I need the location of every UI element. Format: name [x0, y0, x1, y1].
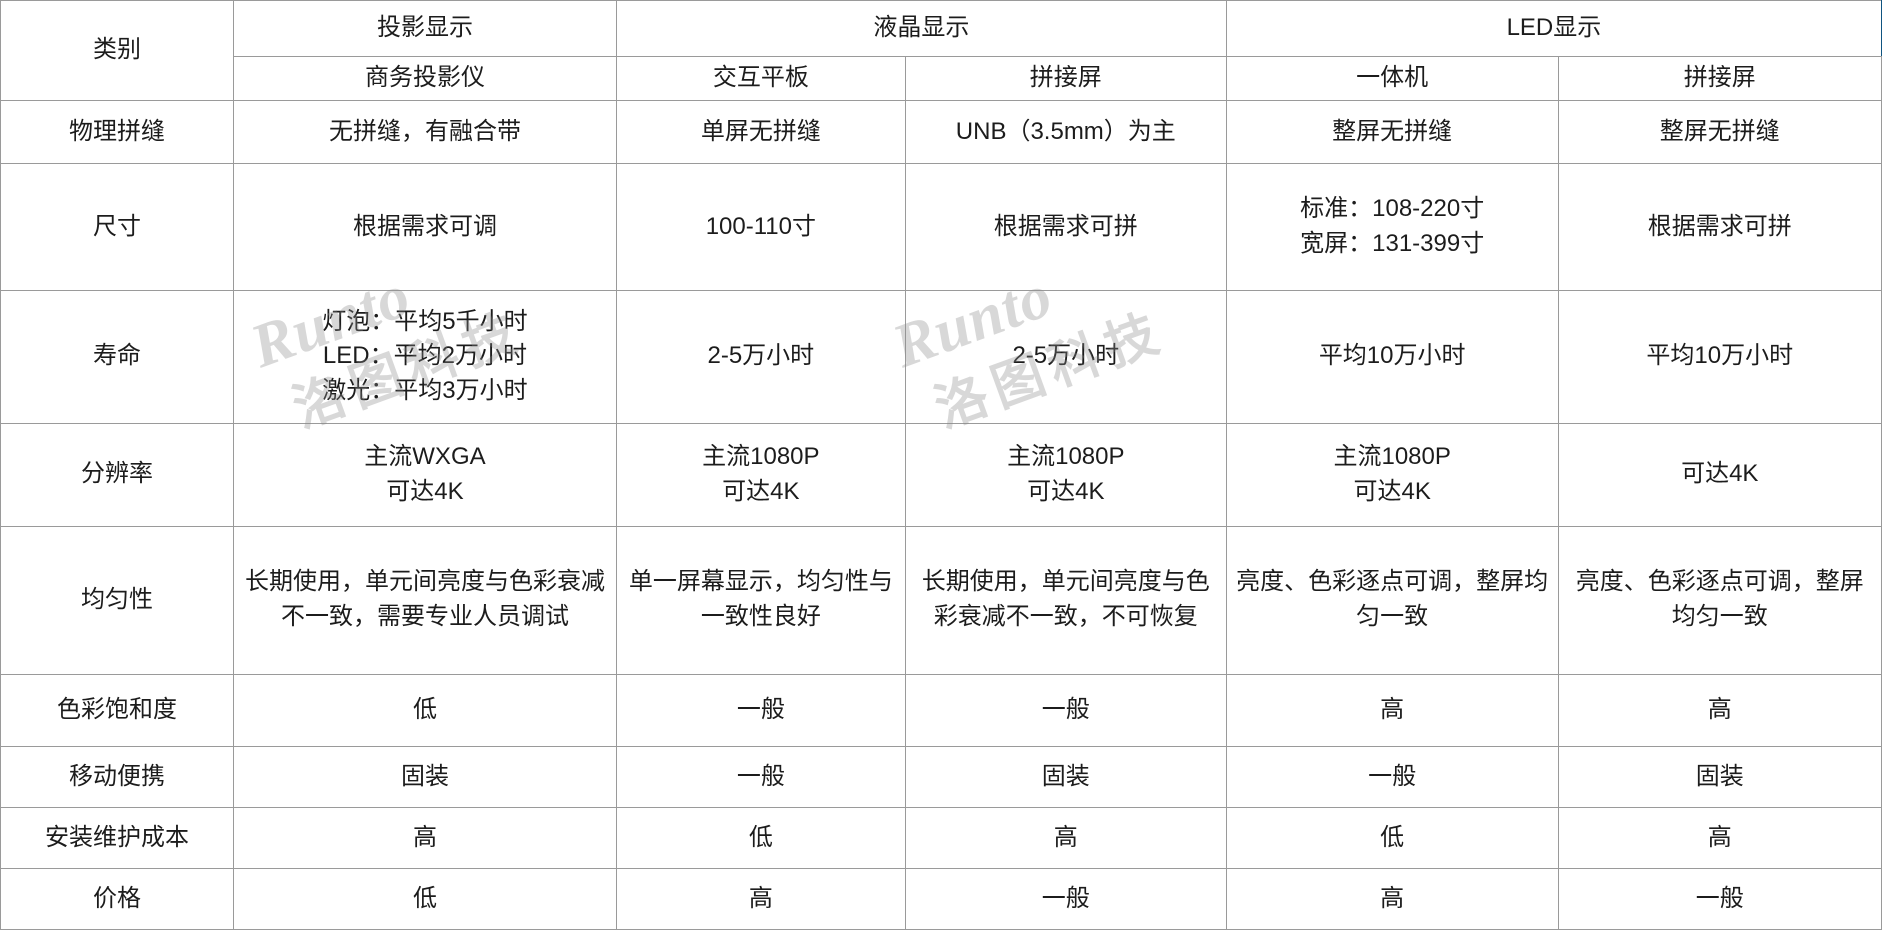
- table-row: 色彩饱和度 低 一般 一般 高 高: [0, 673, 1882, 748]
- table-row: 均匀性 长期使用，单元间亮度与色彩衰减不一致，需要专业人员调试 单一屏幕显示，均…: [0, 525, 1882, 675]
- cell-res-projector: 主流WXGA 可达4K: [233, 422, 617, 527]
- cell-seam-ledwall: 整屏无拼缝: [1557, 99, 1882, 165]
- table-row: 物理拼缝 无拼缝，有融合带 单屏无拼缝 UNB（3.5mm）为主 整屏无拼缝 整…: [0, 99, 1882, 165]
- subheader-interactive-flat-panel: 交互平板: [615, 56, 906, 101]
- row-label-size: 尺寸: [0, 163, 235, 291]
- cell-saturation-flatpanel: 一般: [615, 673, 906, 748]
- cell-size-ledwall: 根据需求可拼: [1557, 163, 1882, 291]
- cell-life-lcdwall: 2-5万小时: [904, 289, 1227, 424]
- cell-life-ledaio: 平均10万小时: [1225, 289, 1559, 424]
- table-header: 类别 投影显示 液晶显示 LED显示 商务投影仪 交互平板 拼接屏 一体机 拼接…: [0, 0, 1882, 101]
- cell-cost-ledwall: 高: [1557, 807, 1882, 870]
- cell-price-ledwall: 一般: [1557, 868, 1882, 930]
- cell-life-projector: 灯泡：平均5千小时 LED：平均2万小时 激光：平均3万小时: [233, 289, 617, 424]
- cell-seam-lcdwall: UNB（3.5mm）为主: [904, 99, 1227, 165]
- cell-uniformity-ledwall: 亮度、色彩逐点可调，整屏均匀一致: [1557, 525, 1882, 675]
- subheader-led-all-in-one: 一体机: [1225, 56, 1559, 101]
- subheader-business-projector: 商务投影仪: [233, 56, 617, 101]
- cell-res-ledwall: 可达4K: [1557, 422, 1882, 527]
- cell-uniformity-projector: 长期使用，单元间亮度与色彩衰减不一致，需要专业人员调试: [233, 525, 617, 675]
- cell-res-ledaio: 主流1080P 可达4K: [1225, 422, 1559, 527]
- cell-cost-projector: 高: [233, 807, 617, 870]
- group-header-led: LED显示: [1225, 0, 1882, 57]
- cell-res-flatpanel: 主流1080P 可达4K: [615, 422, 906, 527]
- row-label-lifespan: 寿命: [0, 289, 235, 424]
- group-header-lcd: 液晶显示: [615, 0, 1227, 57]
- cell-saturation-ledaio: 高: [1225, 673, 1559, 748]
- row-label-install-maintenance-cost: 安装维护成本: [0, 807, 235, 870]
- cell-portability-lcdwall: 固装: [904, 746, 1227, 809]
- table-row: 安装维护成本 高 低 高 低 高: [0, 807, 1882, 870]
- table-row: 尺寸 根据需求可调 100-110寸 根据需求可拼 标准：108-220寸 宽屏：…: [0, 163, 1882, 291]
- cell-portability-projector: 固装: [233, 746, 617, 809]
- row-label-uniformity: 均匀性: [0, 525, 235, 675]
- subheader-led-video-wall: 拼接屏: [1557, 56, 1882, 101]
- cell-price-projector: 低: [233, 868, 617, 930]
- cell-size-projector: 根据需求可调: [233, 163, 617, 291]
- cell-seam-flatpanel: 单屏无拼缝: [615, 99, 906, 165]
- table-row: 分辨率 主流WXGA 可达4K 主流1080P 可达4K 主流1080P 可达4K 主…: [0, 422, 1882, 527]
- table-row: 价格 低 高 一般 高 一般: [0, 868, 1882, 930]
- cell-price-ledaio: 高: [1225, 868, 1559, 930]
- group-header-projection: 投影显示: [233, 0, 617, 57]
- cell-saturation-ledwall: 高: [1557, 673, 1882, 748]
- cell-saturation-lcdwall: 一般: [904, 673, 1227, 748]
- cell-cost-lcdwall: 高: [904, 807, 1227, 870]
- subheader-lcd-video-wall: 拼接屏: [904, 56, 1227, 101]
- cell-portability-ledwall: 固装: [1557, 746, 1882, 809]
- cell-res-lcdwall: 主流1080P 可达4K: [904, 422, 1227, 527]
- row-label-price: 价格: [0, 868, 235, 930]
- row-label-resolution: 分辨率: [0, 422, 235, 527]
- cell-saturation-projector: 低: [233, 673, 617, 748]
- cell-seam-projector: 无拼缝，有融合带: [233, 99, 617, 165]
- cell-portability-ledaio: 一般: [1225, 746, 1559, 809]
- cell-portability-flatpanel: 一般: [615, 746, 906, 809]
- cell-uniformity-flatpanel: 单一屏幕显示，均匀性与一致性良好: [615, 525, 906, 675]
- subheader-row: 商务投影仪 交互平板 拼接屏 一体机 拼接屏: [1, 56, 1882, 101]
- cell-life-ledwall: 平均10万小时: [1557, 289, 1882, 424]
- cell-cost-flatpanel: 低: [615, 807, 906, 870]
- cell-life-flatpanel: 2-5万小时: [615, 289, 906, 424]
- cell-size-ledaio: 标准：108-220寸 宽屏：131-399寸: [1225, 163, 1559, 291]
- cell-price-lcdwall: 一般: [904, 868, 1227, 930]
- cell-uniformity-lcdwall: 长期使用，单元间亮度与色彩衰减不一致，不可恢复: [904, 525, 1227, 675]
- table-row: 移动便携 固装 一般 固装 一般 固装: [0, 746, 1882, 809]
- cell-cost-ledaio: 低: [1225, 807, 1559, 870]
- cell-price-flatpanel: 高: [615, 868, 906, 930]
- table-row: 寿命 灯泡：平均5千小时 LED：平均2万小时 激光：平均3万小时 2-5万小时 2…: [0, 289, 1882, 424]
- cell-size-lcdwall: 根据需求可拼: [904, 163, 1227, 291]
- cell-size-flatpanel: 100-110寸: [615, 163, 906, 291]
- row-label-physical-seam: 物理拼缝: [0, 99, 235, 165]
- table-body: 物理拼缝 无拼缝，有融合带 单屏无拼缝 UNB（3.5mm）为主 整屏无拼缝 整…: [0, 99, 1882, 930]
- cell-seam-ledaio: 整屏无拼缝: [1225, 99, 1559, 165]
- group-header-row: 类别 投影显示 液晶显示 LED显示: [0, 0, 1882, 101]
- corner-category-header: 类别: [0, 0, 235, 101]
- row-label-color-saturation: 色彩饱和度: [0, 673, 235, 748]
- row-label-portability: 移动便携: [0, 746, 235, 809]
- cell-uniformity-ledaio: 亮度、色彩逐点可调，整屏均匀一致: [1225, 525, 1559, 675]
